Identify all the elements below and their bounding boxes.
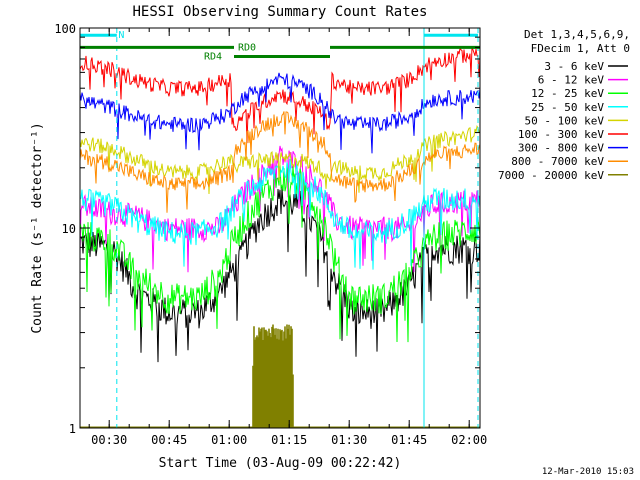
legend-label: 3 - 6 keV: [544, 60, 604, 73]
x-tick-label: 02:00: [451, 433, 487, 447]
series-800-7000-kev: [79, 111, 481, 213]
x-tick-label: 00:30: [91, 433, 127, 447]
x-tick-label: 01:45: [391, 433, 427, 447]
x-axis-label: Start Time (03-Aug-09 00:22:42): [159, 456, 402, 471]
legend-label: 800 - 7000 keV: [511, 155, 604, 168]
legend-label: 25 - 50 keV: [531, 101, 604, 114]
rd4-label: RD4: [204, 51, 222, 62]
y-tick-label: 100: [54, 22, 76, 36]
legend-label: 300 - 800 keV: [518, 142, 604, 155]
series-line: [79, 158, 481, 270]
x-tick-label: 01:00: [211, 433, 247, 447]
x-tick-label: 00:45: [151, 433, 187, 447]
legend-label: 50 - 100 keV: [525, 114, 605, 127]
legend-label: 12 - 25 keV: [531, 87, 604, 100]
series-6-12-kev: [79, 145, 481, 273]
series-line: [79, 72, 481, 154]
y-axis: 1 10 100: [54, 22, 480, 436]
legend-label: 6 - 12 keV: [538, 74, 605, 87]
series-3-6-kev: [79, 187, 481, 363]
series-line: [79, 145, 481, 273]
night-label: N: [118, 30, 124, 41]
series-25-50-kev: [79, 158, 481, 270]
y-axis-label: Count Rate (s⁻¹ detector⁻¹): [30, 122, 45, 333]
series-7000-20000-kev: [80, 324, 480, 428]
legend-label: 100 - 300 keV: [518, 128, 604, 141]
y-tick-label: 10: [62, 222, 76, 236]
series-line: [79, 124, 481, 195]
footer-date: 12-Mar-2010 15:03: [542, 467, 634, 477]
series-300-800-kev: [79, 72, 481, 154]
plot-area: [79, 46, 481, 428]
series-line: [79, 187, 481, 363]
series-line: [79, 111, 481, 213]
series-50-100-kev: [79, 124, 481, 195]
series-line: [252, 324, 294, 428]
legend-header: FDecim 1, Att 0: [531, 42, 630, 55]
series-100-300-kev: [79, 46, 481, 144]
series-line: [79, 46, 481, 144]
x-axis: 00:30 00:45 01:00 01:15 01:30 01:45 02:00: [88, 28, 487, 447]
legend-header: Det 1,3,4,5,6,9,: [524, 28, 630, 41]
legend-label: 7000 - 20000 keV: [498, 169, 604, 182]
y-tick-label: 1: [69, 422, 76, 436]
x-tick-label: 01:15: [271, 433, 307, 447]
chart-title: HESSI Observing Summary Count Rates: [132, 4, 427, 20]
rd0-label: RD0: [238, 43, 256, 54]
x-tick-label: 01:30: [331, 433, 367, 447]
legend: Det 1,3,4,5,6,9,FDecim 1, Att 0 3 - 6 keV…: [498, 28, 630, 182]
